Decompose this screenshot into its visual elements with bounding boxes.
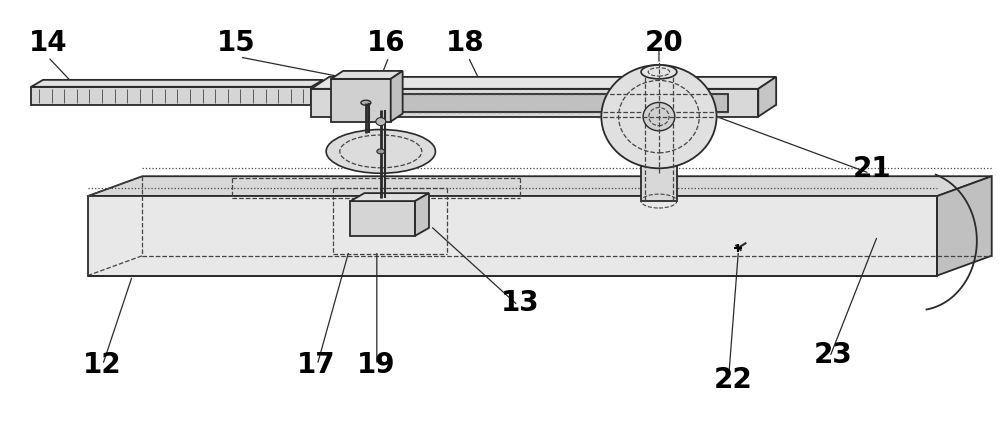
Text: 16: 16 (366, 29, 405, 57)
Polygon shape (331, 79, 391, 122)
Bar (641, 72, 677, 201)
Ellipse shape (361, 100, 371, 105)
Polygon shape (31, 87, 311, 105)
Polygon shape (758, 77, 776, 117)
Bar (350, 201, 415, 236)
Polygon shape (88, 176, 992, 196)
Text: 19: 19 (357, 351, 395, 379)
Text: 13: 13 (501, 288, 539, 317)
Ellipse shape (377, 149, 385, 154)
Polygon shape (311, 77, 776, 89)
Text: 23: 23 (813, 341, 852, 369)
Polygon shape (350, 193, 429, 201)
Text: 18: 18 (446, 29, 485, 57)
Polygon shape (415, 193, 429, 236)
Text: 17: 17 (297, 351, 336, 379)
Polygon shape (391, 71, 403, 122)
Ellipse shape (376, 117, 386, 125)
Text: 21: 21 (853, 155, 892, 183)
Polygon shape (331, 71, 403, 79)
Bar (391, 94, 728, 112)
Text: 22: 22 (714, 366, 753, 394)
Text: 12: 12 (83, 351, 122, 379)
Polygon shape (31, 80, 323, 87)
Polygon shape (88, 196, 937, 276)
Ellipse shape (643, 102, 675, 131)
Ellipse shape (601, 65, 717, 168)
Text: 20: 20 (645, 29, 683, 57)
Polygon shape (937, 176, 992, 276)
Ellipse shape (326, 130, 435, 173)
Text: 15: 15 (217, 29, 256, 57)
Polygon shape (311, 89, 758, 117)
Text: 14: 14 (29, 29, 67, 57)
Ellipse shape (641, 65, 677, 79)
